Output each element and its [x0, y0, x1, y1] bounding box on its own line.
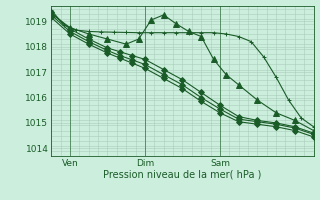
X-axis label: Pression niveau de la mer( hPa ): Pression niveau de la mer( hPa ) [103, 169, 261, 179]
